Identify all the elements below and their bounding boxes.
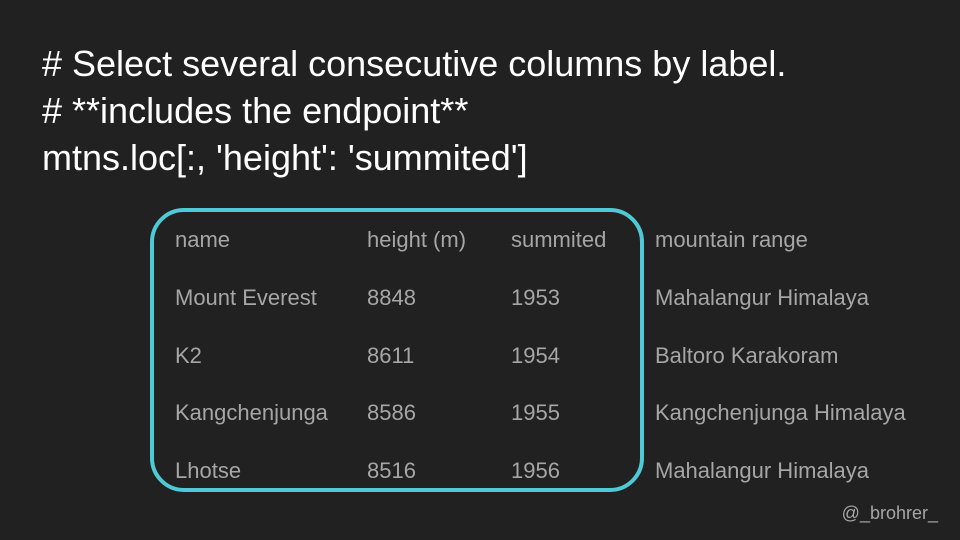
table-header-summited: summited — [511, 227, 607, 252]
table-cell-height: 8516 — [367, 458, 416, 483]
table-cell-mountain-range: Mahalangur Himalaya — [655, 285, 869, 310]
code-comment-line: # Select several consecutive columns by … — [42, 43, 787, 84]
table-header-height: height (m) — [367, 227, 467, 252]
selected-columns-highlight — [150, 208, 644, 492]
table-cell-height: 8848 — [367, 285, 416, 310]
table-cell-summited: 1956 — [511, 458, 560, 483]
table-header-mountain-range: mountain range — [655, 227, 808, 252]
table-cell-mountain-range: Kangchenjunga Himalaya — [655, 400, 906, 425]
table-cell-name: Kangchenjunga — [175, 400, 328, 425]
table-header-name: name — [175, 227, 231, 252]
table-cell-name: K2 — [175, 343, 202, 368]
author-credit: @_brohrer_ — [841, 503, 938, 523]
table-cell-mountain-range: Mahalangur Himalaya — [655, 458, 869, 483]
code-statement-line: mtns.loc[:, 'height': 'summited'] — [42, 137, 528, 178]
table-cell-height: 8586 — [367, 400, 416, 425]
table-cell-name: Mount Everest — [175, 285, 317, 310]
code-comment-line: # **includes the endpoint** — [42, 90, 469, 131]
table-cell-summited: 1953 — [511, 285, 560, 310]
table-cell-name: Lhotse — [175, 458, 242, 483]
table-cell-mountain-range: Baltoro Karakoram — [655, 343, 839, 368]
code-block: # Select several consecutive columns by … — [42, 40, 786, 181]
table-cell-height: 8611 — [367, 343, 415, 368]
table-cell-summited: 1954 — [511, 343, 560, 368]
table-cell-summited: 1955 — [511, 400, 560, 425]
